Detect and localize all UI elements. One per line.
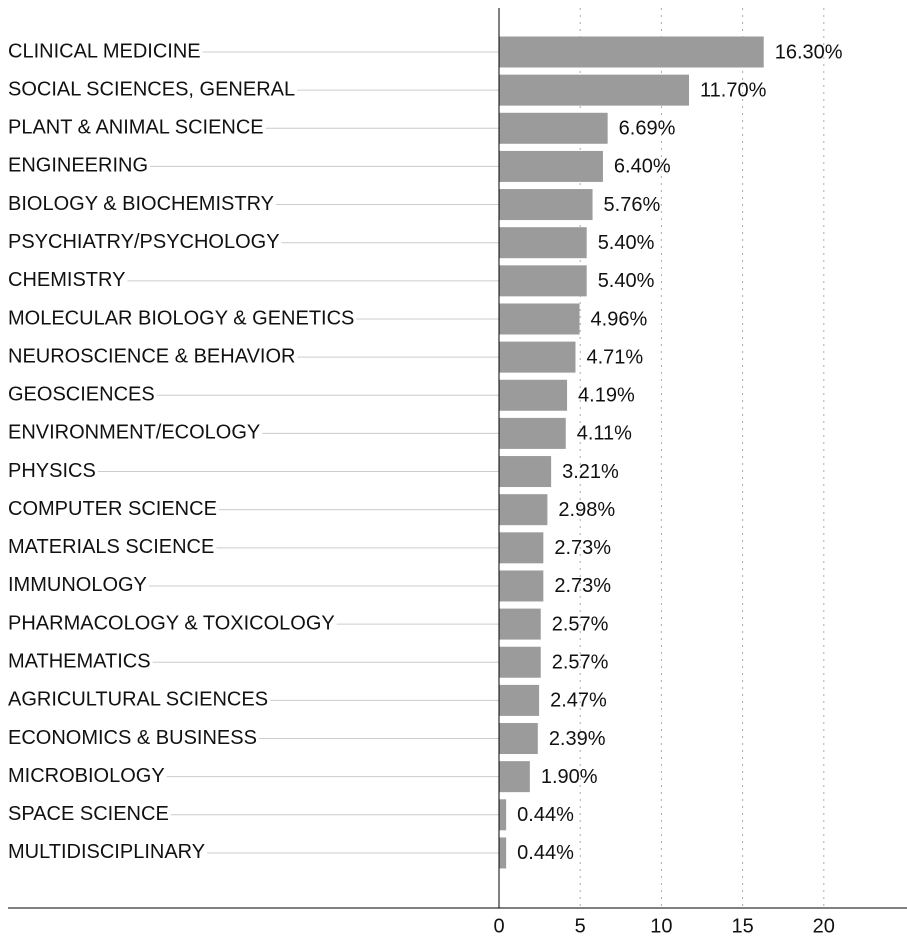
- category-label: CHEMISTRY: [8, 269, 125, 291]
- category-label: PHARMACOLOGY & TOXICOLOGY: [8, 612, 335, 634]
- bar: [499, 189, 593, 221]
- category-label: IMMUNOLOGY: [8, 574, 147, 596]
- value-label: 2.39%: [549, 728, 606, 750]
- value-label: 0.44%: [517, 804, 574, 826]
- value-label: 2.73%: [554, 575, 611, 597]
- value-label: 2.57%: [552, 652, 609, 674]
- category-label: PSYCHIATRY/PSYCHOLOGY: [8, 231, 280, 253]
- value-label: 2.57%: [552, 613, 609, 635]
- category-label: GEOSCIENCES: [8, 384, 155, 406]
- bar: [499, 608, 541, 640]
- value-label: 6.40%: [614, 156, 671, 178]
- category-label: PHYSICS: [8, 460, 96, 482]
- x-tick-label: 0: [493, 915, 504, 937]
- value-label: 5.40%: [598, 232, 655, 254]
- category-label: PLANT & ANIMAL SCIENCE: [8, 117, 264, 139]
- value-label: 5.40%: [598, 270, 655, 292]
- bar: [499, 341, 576, 373]
- value-label: 6.69%: [619, 118, 676, 140]
- category-label: MATHEMATICS: [8, 651, 151, 673]
- category-label: MATERIALS SCIENCE: [8, 536, 214, 558]
- value-label: 16.30%: [775, 41, 843, 63]
- value-label: 2.73%: [554, 537, 611, 559]
- value-label: 4.19%: [578, 385, 635, 407]
- category-label: COMPUTER SCIENCE: [8, 498, 217, 520]
- value-label: 2.47%: [550, 690, 607, 712]
- x-tick-label: 10: [650, 915, 672, 937]
- value-label: 4.96%: [591, 308, 648, 330]
- bar: [499, 74, 690, 106]
- value-label: 4.11%: [577, 423, 632, 445]
- bar: [499, 112, 608, 144]
- value-label: 1.90%: [541, 766, 598, 788]
- x-tick-label: 20: [813, 915, 835, 937]
- bar: [499, 646, 541, 678]
- category-label: BIOLOGY & BIOCHEMISTRY: [8, 193, 274, 215]
- bar: [499, 532, 544, 564]
- category-label: SPACE SCIENCE: [8, 803, 169, 825]
- category-label: SOCIAL SCIENCES, GENERAL: [8, 78, 295, 100]
- bar: [499, 227, 587, 259]
- bar: [499, 150, 603, 182]
- category-label: MOLECULAR BIOLOGY & GENETICS: [8, 307, 354, 329]
- bar: [499, 265, 587, 297]
- bar: [499, 379, 568, 411]
- value-label: 11.70%: [700, 79, 767, 101]
- value-label: 3.21%: [562, 461, 619, 483]
- value-label: 4.71%: [586, 346, 643, 368]
- bar: [499, 684, 540, 716]
- category-label: ENVIRONMENT/ECOLOGY: [8, 422, 260, 444]
- x-tick-label: 5: [575, 915, 586, 937]
- bar: [499, 799, 507, 831]
- bar: [499, 723, 538, 755]
- bar: [499, 761, 530, 793]
- bar: [499, 837, 507, 869]
- category-label: CLINICAL MEDICINE: [8, 40, 201, 62]
- bar: [499, 494, 548, 526]
- category-label: NEUROSCIENCE & BEHAVIOR: [8, 345, 295, 367]
- category-label: MICROBIOLOGY: [8, 765, 165, 787]
- category-label: ECONOMICS & BUSINESS: [8, 727, 257, 749]
- bar: [499, 36, 764, 68]
- bar: [499, 456, 552, 488]
- value-label: 5.76%: [604, 194, 661, 216]
- bar: [499, 417, 566, 449]
- value-label: 0.44%: [517, 842, 574, 864]
- category-label: MULTIDISCIPLINARY: [8, 841, 205, 863]
- bar: [499, 303, 580, 335]
- x-tick-label: 15: [731, 915, 753, 937]
- category-label: ENGINEERING: [8, 155, 148, 177]
- bar: [499, 570, 544, 602]
- value-label: 2.98%: [558, 499, 615, 521]
- category-label: AGRICULTURAL SCIENCES: [8, 689, 268, 711]
